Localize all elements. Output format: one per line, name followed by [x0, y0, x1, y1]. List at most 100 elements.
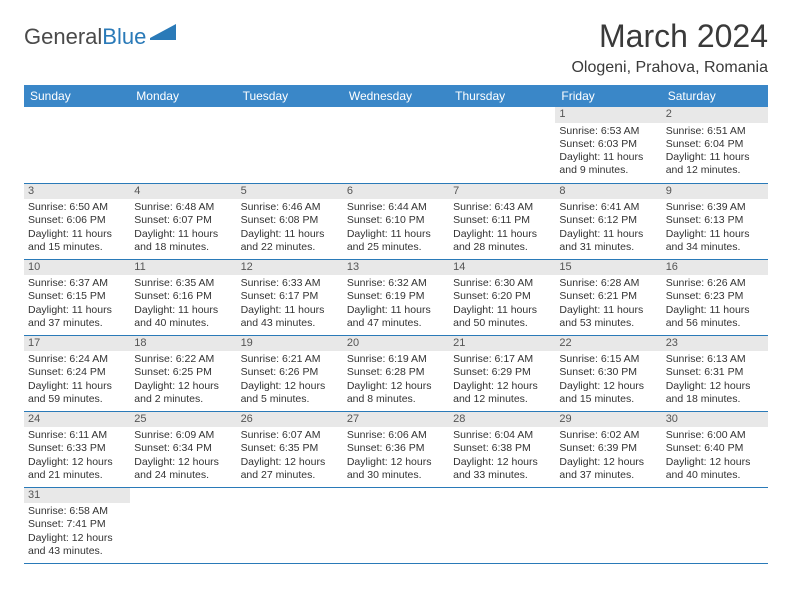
sunrise-line: Sunrise: 6:39 AM — [666, 201, 764, 214]
day-info: Sunrise: 6:06 AMSunset: 6:36 PMDaylight:… — [343, 427, 449, 486]
calendar-row: 24Sunrise: 6:11 AMSunset: 6:33 PMDayligh… — [24, 411, 768, 487]
sunrise-line: Sunrise: 6:44 AM — [347, 201, 445, 214]
calendar-empty — [237, 107, 343, 183]
day-info: Sunrise: 6:48 AMSunset: 6:07 PMDaylight:… — [130, 199, 236, 258]
sunset-line: Sunset: 6:29 PM — [453, 366, 551, 379]
calendar-day: 11Sunrise: 6:35 AMSunset: 6:16 PMDayligh… — [130, 259, 236, 335]
day-number: 27 — [343, 412, 449, 428]
day-info: Sunrise: 6:07 AMSunset: 6:35 PMDaylight:… — [237, 427, 343, 486]
day-number: 31 — [24, 488, 130, 504]
calendar-day: 2Sunrise: 6:51 AMSunset: 6:04 PMDaylight… — [662, 107, 768, 183]
sunrise-line: Sunrise: 6:11 AM — [28, 429, 126, 442]
sunrise-line: Sunrise: 6:32 AM — [347, 277, 445, 290]
calendar-empty — [130, 487, 236, 563]
calendar-day: 14Sunrise: 6:30 AMSunset: 6:20 PMDayligh… — [449, 259, 555, 335]
sunset-line: Sunset: 6:21 PM — [559, 290, 657, 303]
calendar-day: 22Sunrise: 6:15 AMSunset: 6:30 PMDayligh… — [555, 335, 661, 411]
day-info: Sunrise: 6:51 AMSunset: 6:04 PMDaylight:… — [662, 123, 768, 182]
calendar-day: 20Sunrise: 6:19 AMSunset: 6:28 PMDayligh… — [343, 335, 449, 411]
daylight-line: Daylight: 12 hours and 27 minutes. — [241, 456, 339, 482]
calendar-day: 26Sunrise: 6:07 AMSunset: 6:35 PMDayligh… — [237, 411, 343, 487]
daylight-line: Daylight: 12 hours and 40 minutes. — [666, 456, 764, 482]
calendar-day: 8Sunrise: 6:41 AMSunset: 6:12 PMDaylight… — [555, 183, 661, 259]
sunrise-line: Sunrise: 6:37 AM — [28, 277, 126, 290]
calendar-page: GeneralBlue March 2024 Ologeni, Prahova,… — [0, 0, 792, 582]
sunrise-line: Sunrise: 6:17 AM — [453, 353, 551, 366]
calendar-empty — [24, 107, 130, 183]
calendar-empty — [662, 487, 768, 563]
calendar-day: 25Sunrise: 6:09 AMSunset: 6:34 PMDayligh… — [130, 411, 236, 487]
daylight-line: Daylight: 11 hours and 56 minutes. — [666, 304, 764, 330]
daylight-line: Daylight: 11 hours and 9 minutes. — [559, 151, 657, 177]
sunset-line: Sunset: 6:38 PM — [453, 442, 551, 455]
calendar-day: 12Sunrise: 6:33 AMSunset: 6:17 PMDayligh… — [237, 259, 343, 335]
sunset-line: Sunset: 6:33 PM — [28, 442, 126, 455]
day-info: Sunrise: 6:32 AMSunset: 6:19 PMDaylight:… — [343, 275, 449, 334]
daylight-line: Daylight: 12 hours and 8 minutes. — [347, 380, 445, 406]
sunset-line: Sunset: 6:17 PM — [241, 290, 339, 303]
day-info: Sunrise: 6:44 AMSunset: 6:10 PMDaylight:… — [343, 199, 449, 258]
sunrise-line: Sunrise: 6:22 AM — [134, 353, 232, 366]
sunrise-line: Sunrise: 6:07 AM — [241, 429, 339, 442]
weekday-header: Wednesday — [343, 85, 449, 107]
sunrise-line: Sunrise: 6:48 AM — [134, 201, 232, 214]
sunrise-line: Sunrise: 6:28 AM — [559, 277, 657, 290]
sunrise-line: Sunrise: 6:53 AM — [559, 125, 657, 138]
day-number: 5 — [237, 184, 343, 200]
day-info: Sunrise: 6:30 AMSunset: 6:20 PMDaylight:… — [449, 275, 555, 334]
sunset-line: Sunset: 6:39 PM — [559, 442, 657, 455]
day-number: 25 — [130, 412, 236, 428]
daylight-line: Daylight: 12 hours and 43 minutes. — [28, 532, 126, 558]
sunset-line: Sunset: 6:23 PM — [666, 290, 764, 303]
sunrise-line: Sunrise: 6:46 AM — [241, 201, 339, 214]
day-number: 9 — [662, 184, 768, 200]
day-info: Sunrise: 6:13 AMSunset: 6:31 PMDaylight:… — [662, 351, 768, 410]
daylight-line: Daylight: 11 hours and 28 minutes. — [453, 228, 551, 254]
day-number: 8 — [555, 184, 661, 200]
sunset-line: Sunset: 6:13 PM — [666, 214, 764, 227]
day-number: 13 — [343, 260, 449, 276]
calendar-day: 18Sunrise: 6:22 AMSunset: 6:25 PMDayligh… — [130, 335, 236, 411]
calendar-day: 16Sunrise: 6:26 AMSunset: 6:23 PMDayligh… — [662, 259, 768, 335]
daylight-line: Daylight: 12 hours and 30 minutes. — [347, 456, 445, 482]
sunset-line: Sunset: 6:12 PM — [559, 214, 657, 227]
sunset-line: Sunset: 6:30 PM — [559, 366, 657, 379]
daylight-line: Daylight: 11 hours and 15 minutes. — [28, 228, 126, 254]
day-info: Sunrise: 6:19 AMSunset: 6:28 PMDaylight:… — [343, 351, 449, 410]
day-number: 4 — [130, 184, 236, 200]
day-number: 18 — [130, 336, 236, 352]
sunrise-line: Sunrise: 6:35 AM — [134, 277, 232, 290]
daylight-line: Daylight: 11 hours and 12 minutes. — [666, 151, 764, 177]
day-info: Sunrise: 6:37 AMSunset: 6:15 PMDaylight:… — [24, 275, 130, 334]
weekday-header: Thursday — [449, 85, 555, 107]
sunrise-line: Sunrise: 6:13 AM — [666, 353, 764, 366]
sunset-line: Sunset: 6:26 PM — [241, 366, 339, 379]
day-info: Sunrise: 6:26 AMSunset: 6:23 PMDaylight:… — [662, 275, 768, 334]
sunrise-line: Sunrise: 6:43 AM — [453, 201, 551, 214]
day-info: Sunrise: 6:24 AMSunset: 6:24 PMDaylight:… — [24, 351, 130, 410]
sunrise-line: Sunrise: 6:00 AM — [666, 429, 764, 442]
daylight-line: Daylight: 12 hours and 24 minutes. — [134, 456, 232, 482]
weekday-header: Tuesday — [237, 85, 343, 107]
weekday-header: Monday — [130, 85, 236, 107]
title-location: Ologeni, Prahova, Romania — [571, 59, 768, 77]
sunrise-line: Sunrise: 6:24 AM — [28, 353, 126, 366]
calendar-row: 3Sunrise: 6:50 AMSunset: 6:06 PMDaylight… — [24, 183, 768, 259]
sunrise-line: Sunrise: 6:21 AM — [241, 353, 339, 366]
calendar-day: 23Sunrise: 6:13 AMSunset: 6:31 PMDayligh… — [662, 335, 768, 411]
calendar-empty — [449, 487, 555, 563]
day-number: 1 — [555, 107, 661, 123]
day-number: 30 — [662, 412, 768, 428]
calendar-day: 3Sunrise: 6:50 AMSunset: 6:06 PMDaylight… — [24, 183, 130, 259]
sunrise-line: Sunrise: 6:50 AM — [28, 201, 126, 214]
daylight-line: Daylight: 11 hours and 18 minutes. — [134, 228, 232, 254]
calendar-day: 24Sunrise: 6:11 AMSunset: 6:33 PMDayligh… — [24, 411, 130, 487]
day-number: 10 — [24, 260, 130, 276]
daylight-line: Daylight: 11 hours and 40 minutes. — [134, 304, 232, 330]
daylight-line: Daylight: 11 hours and 25 minutes. — [347, 228, 445, 254]
day-info: Sunrise: 6:33 AMSunset: 6:17 PMDaylight:… — [237, 275, 343, 334]
calendar-day: 1Sunrise: 6:53 AMSunset: 6:03 PMDaylight… — [555, 107, 661, 183]
day-number: 15 — [555, 260, 661, 276]
weekday-header: Saturday — [662, 85, 768, 107]
logo-text: GeneralBlue — [24, 24, 146, 50]
